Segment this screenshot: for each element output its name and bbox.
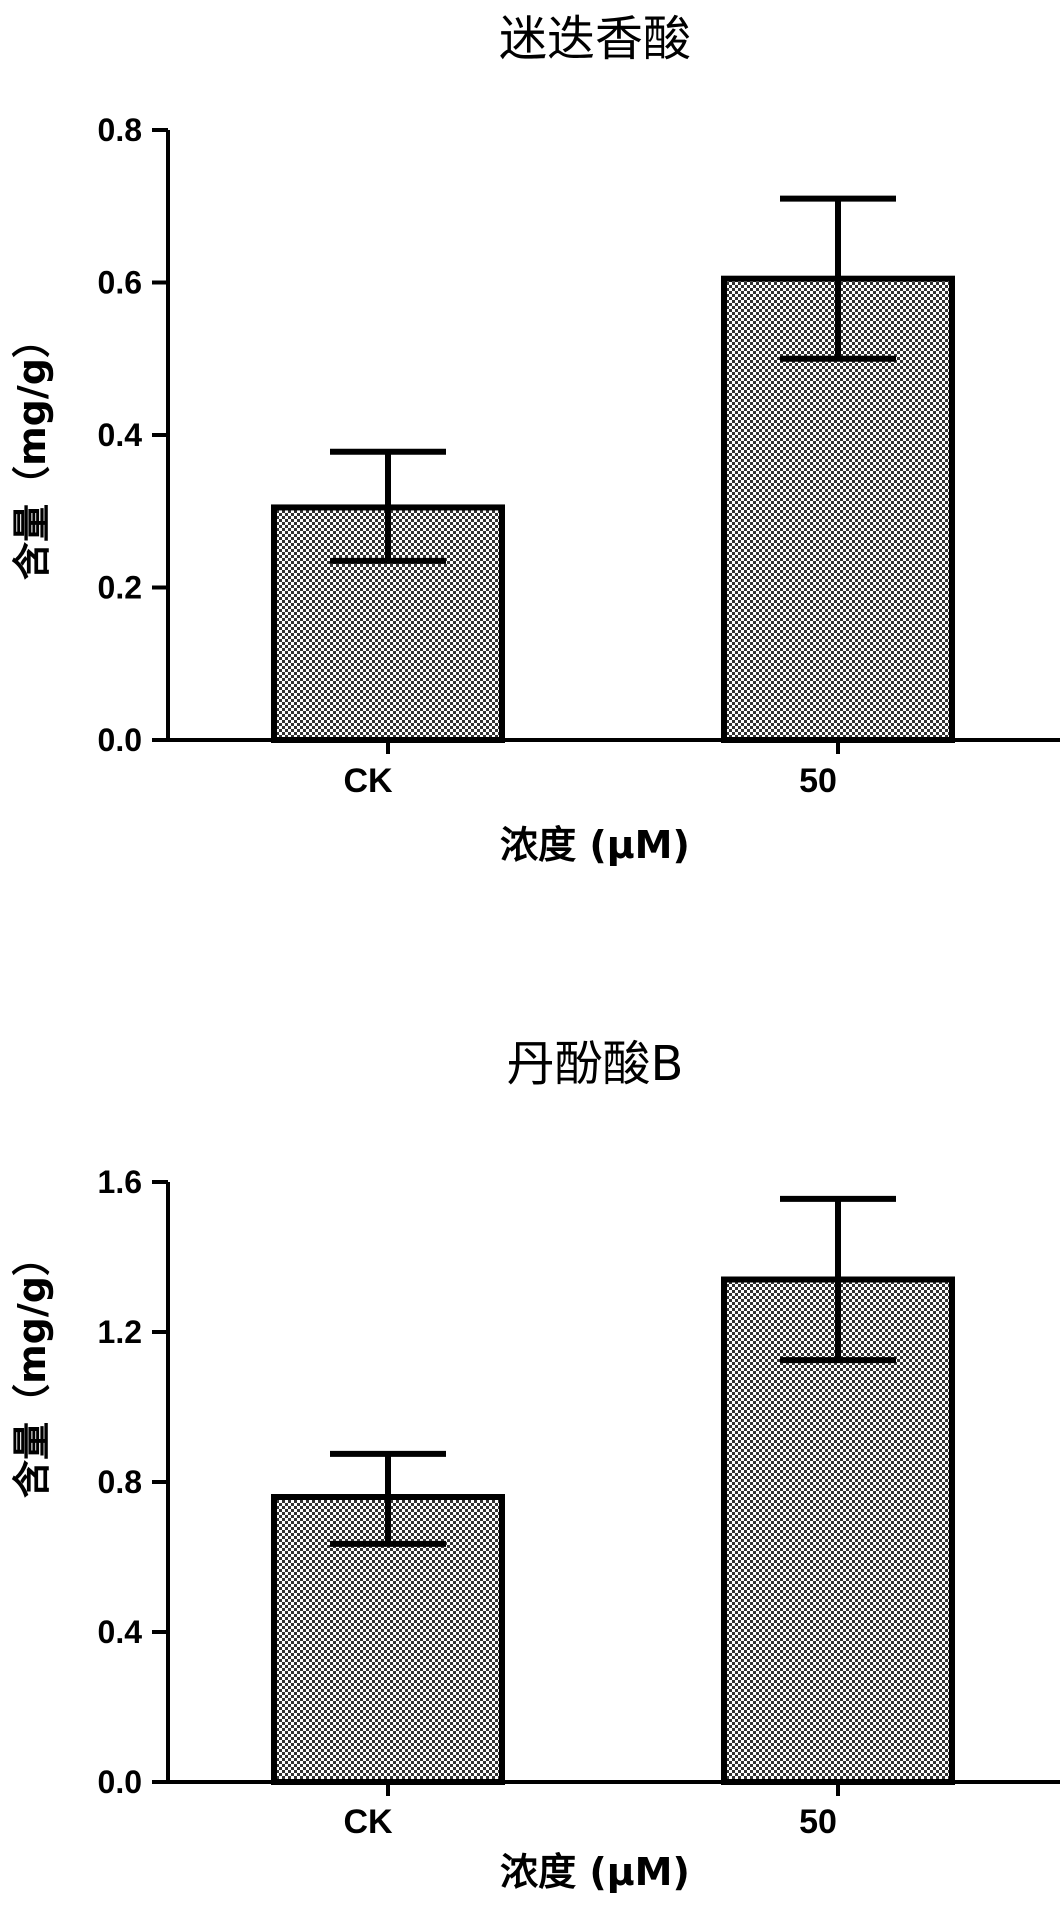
y-tick-label: 0.0 <box>98 722 142 758</box>
y-tick-label: 1.2 <box>98 1314 142 1350</box>
x-tick-label: 50 <box>799 1803 837 1841</box>
chart-salvianolic-acid-b: 丹酚酸B 含量（mg/g） 浓度 (μM) 0.0 0.4 0.8 1.2 1.6 CK 5… <box>0 960 1064 1920</box>
x-tick-label: 50 <box>799 762 837 800</box>
chart-rosmarinic-acid: 迷迭香酸 含量（mg/g） 浓度 (μM) 0.0 0.2 0.4 0.6 0.8 CK 5… <box>0 0 1064 960</box>
y-tick-label: 0.2 <box>98 570 142 606</box>
y-axis-title: 含量（mg/g） <box>10 320 54 580</box>
y-tick-label: 0.4 <box>98 1614 143 1650</box>
y-tick-label: 0.4 <box>98 417 143 453</box>
chart-title: 迷迭香酸 <box>499 11 691 67</box>
y-tick-label: 0.8 <box>98 1464 142 1500</box>
y-tick-label: 1.6 <box>98 1164 142 1200</box>
chart-title: 丹酚酸B <box>507 1036 684 1092</box>
x-axis-title: 浓度 (μM) <box>500 1850 690 1894</box>
x-axis-title: 浓度 (μM) <box>500 823 690 867</box>
x-tick-label: CK <box>343 1803 393 1841</box>
x-tick-label: CK <box>343 762 393 800</box>
y-tick-label: 0.6 <box>98 265 142 301</box>
y-tick-label: 0.8 <box>98 112 142 148</box>
y-axis-title: 含量（mg/g） <box>10 1238 54 1498</box>
y-tick-label: 0.0 <box>98 1764 142 1800</box>
